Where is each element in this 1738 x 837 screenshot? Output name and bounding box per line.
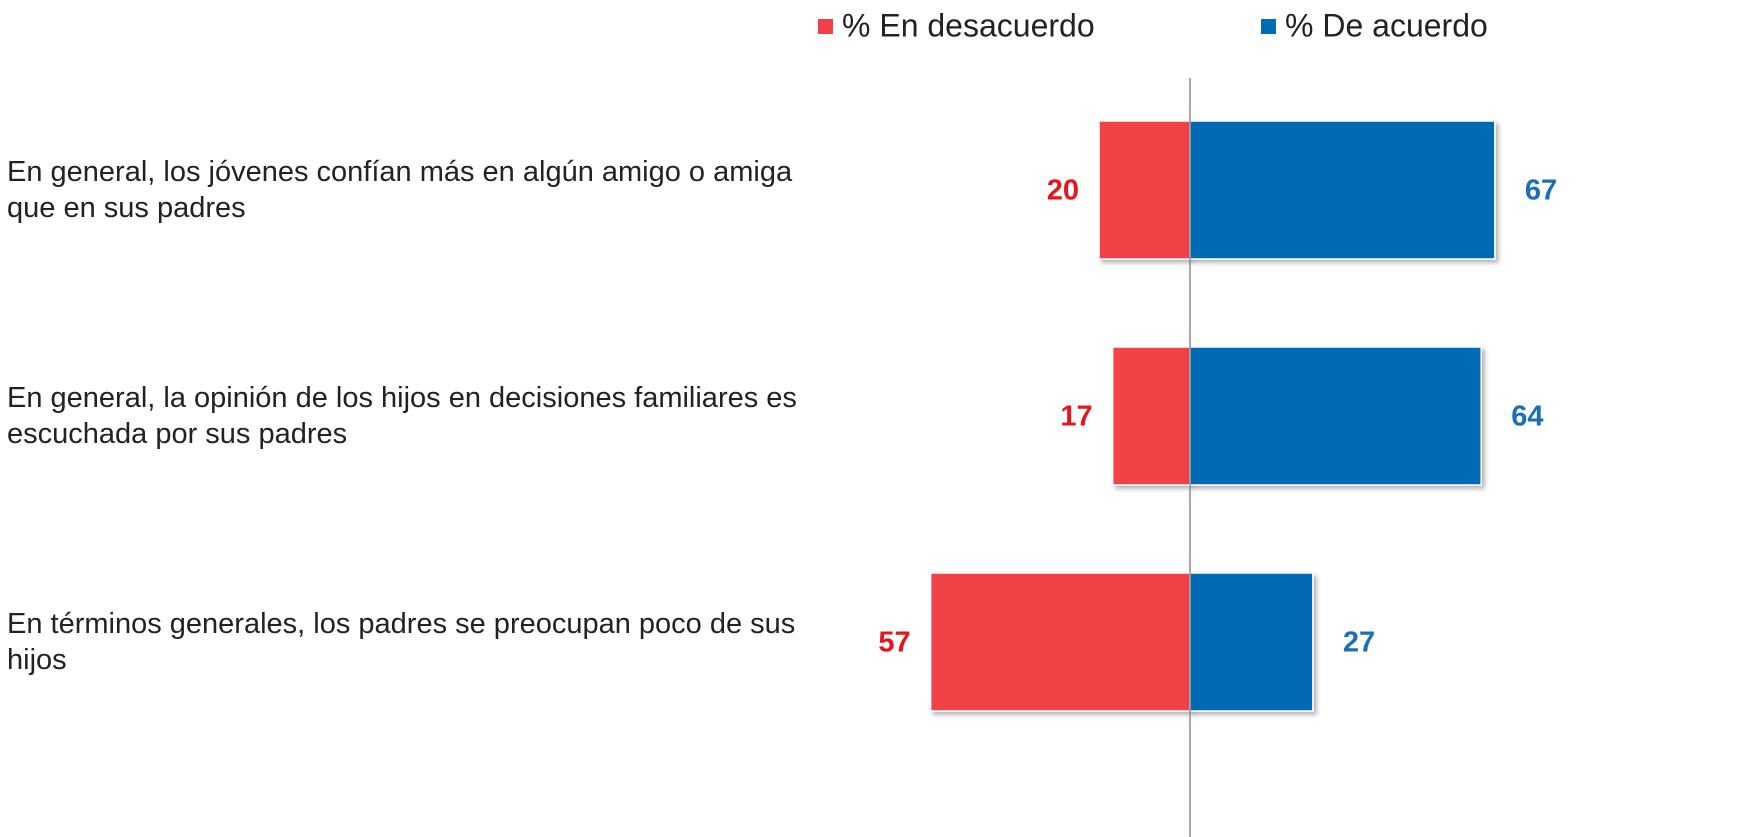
data-label: 67: [1525, 175, 1557, 207]
legend-label: % De acuerdo: [1285, 7, 1488, 43]
legend-swatch: [818, 19, 833, 34]
data-label: 57: [878, 627, 910, 659]
category-label: En general, los jóvenes confían más en a…: [7, 156, 793, 224]
legend-swatch: [1261, 19, 1276, 34]
data-label: 17: [1060, 401, 1092, 433]
data-label: 64: [1511, 401, 1543, 433]
category-label: En general, la opinión de los hijos en d…: [7, 382, 797, 450]
data-label: 20: [1047, 175, 1079, 207]
category-label: En términos generales, los padres se pre…: [7, 608, 796, 676]
data-label: 27: [1343, 627, 1375, 659]
bar: [929, 572, 1191, 712]
bar: [1189, 346, 1482, 486]
bar: [1189, 120, 1496, 260]
bar: [1098, 120, 1191, 260]
bar: [1111, 346, 1191, 486]
legend-label: % En desacuerdo: [842, 7, 1095, 43]
bar: [1189, 572, 1314, 712]
